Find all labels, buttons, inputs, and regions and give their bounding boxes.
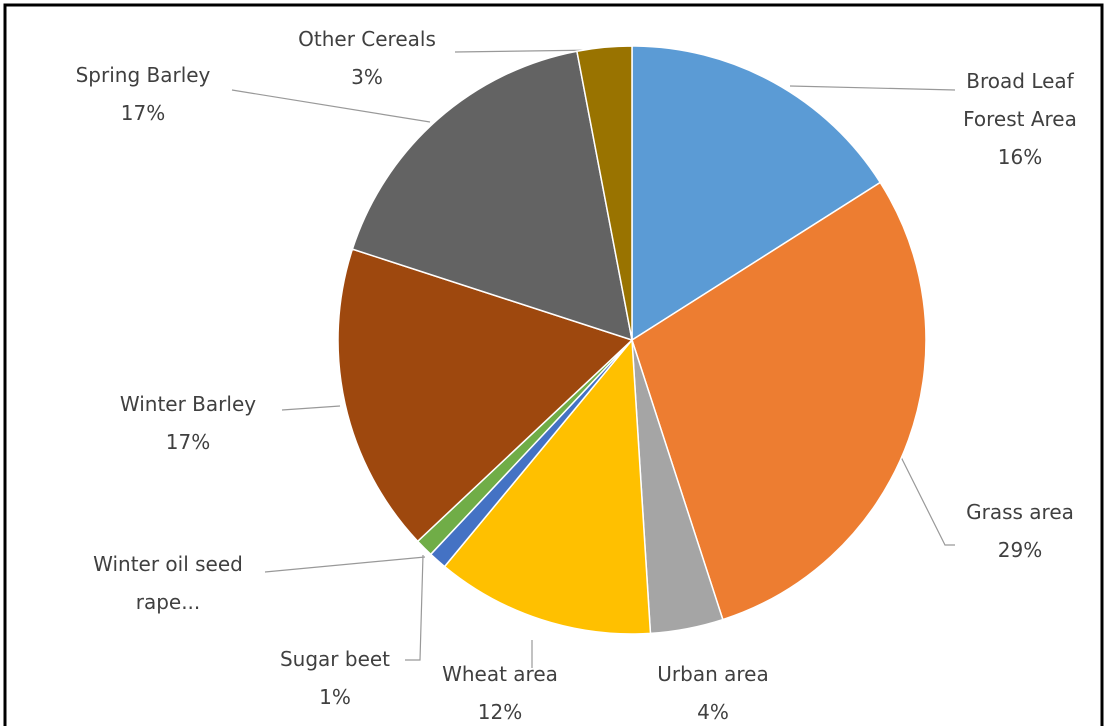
category-label: Winter Barley xyxy=(119,392,257,416)
category-label: Other Cereals xyxy=(298,27,436,51)
leader-line xyxy=(264,556,426,573)
slice-label: Winter oil seed rape... xyxy=(68,545,268,621)
frame xyxy=(3,3,1104,726)
pie-slice xyxy=(337,248,634,543)
pie-slice xyxy=(443,338,652,635)
category-label: Broad Leaf Forest Area xyxy=(963,69,1077,131)
value-label: 12% xyxy=(477,700,523,724)
pie-slice xyxy=(351,50,633,342)
slice-label: Sugar beet 1% xyxy=(255,640,415,716)
slice-label: Wheat area 12% xyxy=(420,655,580,726)
category-label: Spring Barley xyxy=(75,63,211,87)
leader-line xyxy=(454,49,601,53)
value-label: 17% xyxy=(165,430,211,454)
leader-line xyxy=(899,454,955,546)
slice-label: Grass area 29% xyxy=(950,493,1090,569)
slice-label: Spring Barley 17% xyxy=(43,56,243,132)
leader-line xyxy=(231,89,431,123)
pie-slice xyxy=(631,181,927,621)
leader-line xyxy=(405,554,424,661)
value-label: 4% xyxy=(697,700,729,724)
value-label: 1% xyxy=(319,685,351,709)
value-label: 16% xyxy=(997,145,1043,169)
pie-slice xyxy=(631,45,882,342)
slice-label: Broad Leaf Forest Area 16% xyxy=(950,62,1090,176)
category-label: Winter oil seed rape... xyxy=(93,552,243,614)
slice-label: Winter Barley 17% xyxy=(88,385,288,461)
value-label: 17% xyxy=(120,101,166,125)
slice-label: Other Cereals 3% xyxy=(267,20,467,96)
category-label: Wheat area xyxy=(442,662,558,686)
slice-label: Urban area 4% xyxy=(633,655,793,726)
value-label: 3% xyxy=(351,65,383,89)
category-label: Grass area xyxy=(966,500,1074,524)
category-label: Sugar beet xyxy=(279,647,391,671)
leader-lines xyxy=(231,49,956,668)
leader-line xyxy=(281,405,341,411)
category-label: Urban area xyxy=(657,662,769,686)
pie-slice xyxy=(576,45,633,341)
leader-line xyxy=(789,85,956,91)
value-label: 29% xyxy=(997,538,1043,562)
